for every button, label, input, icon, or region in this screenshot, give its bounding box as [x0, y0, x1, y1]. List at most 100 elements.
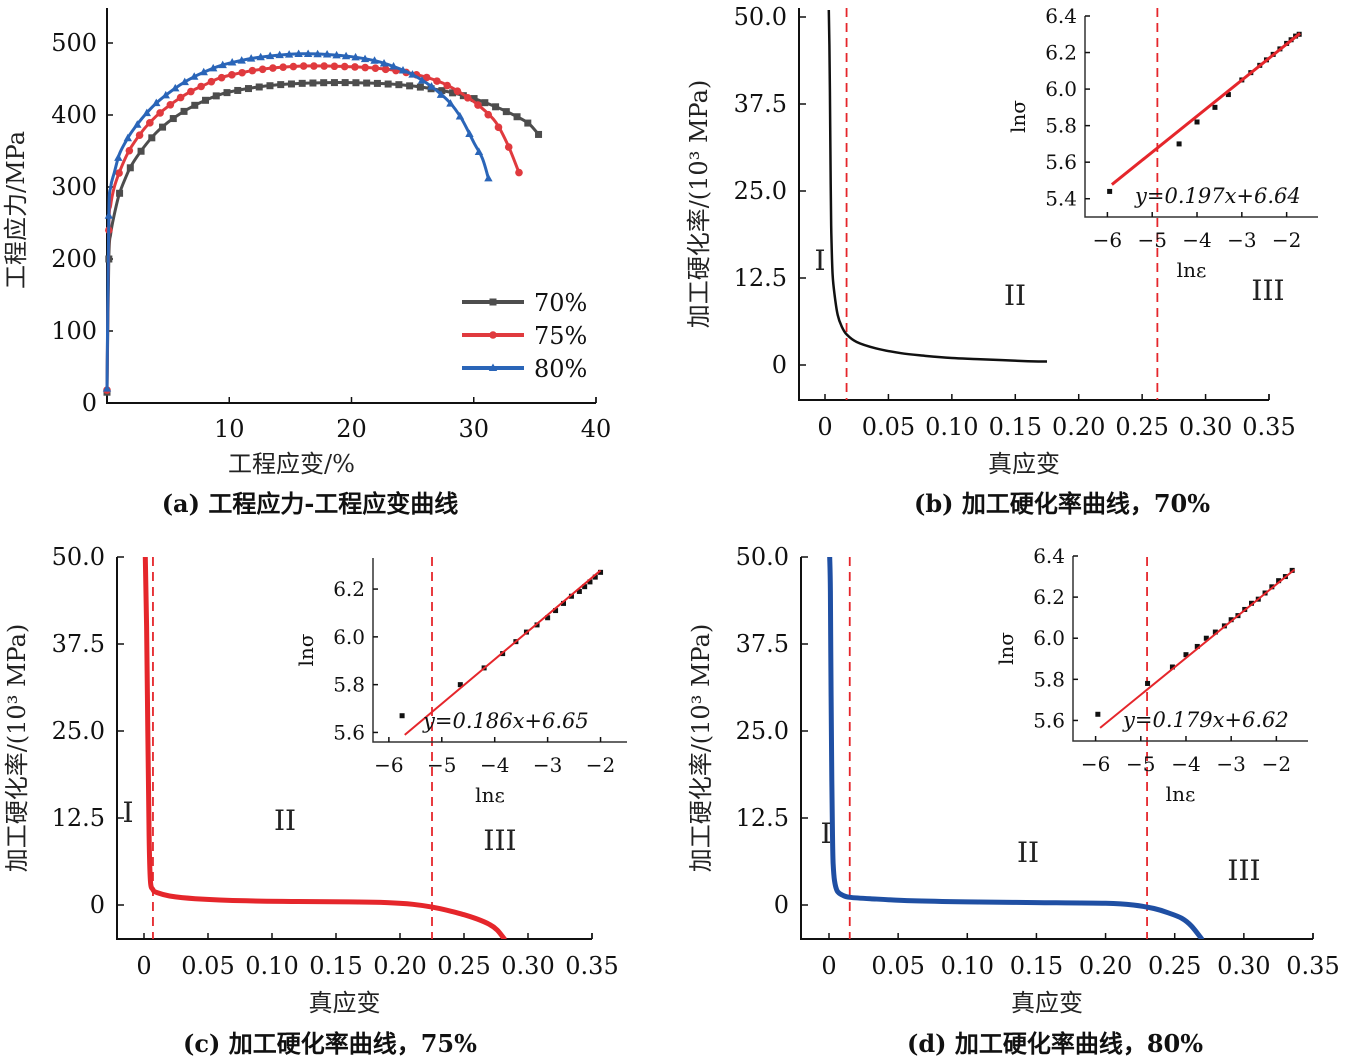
inset-y-axis-title: lnσ — [1006, 100, 1030, 133]
inset-x-tick-label: −6 — [1081, 752, 1110, 776]
y-tick-label-b: 25.0 — [734, 177, 787, 205]
data-point — [330, 62, 339, 71]
data-point — [384, 80, 392, 88]
inset-data-point — [1225, 92, 1231, 98]
data-point — [298, 79, 306, 87]
data-point — [199, 67, 208, 76]
data-point — [159, 123, 167, 131]
x-tick-label-b: 0.30 — [1179, 413, 1232, 441]
data-point — [455, 111, 465, 120]
axis-frame-c — [116, 557, 592, 940]
data-point — [228, 71, 236, 79]
inset-data-point — [592, 574, 598, 580]
data-point — [484, 110, 493, 119]
inset-equation: y=0.186x+6.65 — [422, 709, 589, 733]
x-tick-label-a: 20 — [336, 415, 367, 443]
data-point — [330, 79, 338, 87]
data-point — [449, 89, 457, 97]
data-point — [148, 134, 156, 142]
inset-fit-line — [404, 569, 602, 736]
y-tick-label-c: 25.0 — [52, 717, 105, 745]
data-point — [470, 95, 478, 103]
data-point — [244, 85, 252, 93]
x-tick-label-b: 0.20 — [1052, 413, 1105, 441]
data-point — [406, 82, 414, 90]
caption-c: (c) 加工硬化率曲线，75% — [183, 1029, 477, 1058]
region-label-II: II — [274, 804, 296, 837]
x-tick-label-d: 0.05 — [871, 952, 924, 980]
caption-a: (a) 工程应力-工程应变曲线 — [162, 489, 459, 518]
data-point — [289, 62, 298, 71]
inset-axis-frame — [1084, 16, 1318, 218]
inset-x-tick-label: −4 — [480, 753, 509, 777]
inset-data-point — [1212, 104, 1218, 110]
data-point — [166, 100, 175, 109]
data-point — [102, 384, 112, 392]
inset-data-point — [1203, 635, 1209, 641]
legend-label: 70% — [534, 289, 587, 317]
data-point — [373, 79, 381, 87]
data-point — [371, 64, 380, 72]
axis-frame-d — [800, 557, 1313, 940]
data-point — [115, 169, 123, 177]
data-point — [361, 63, 369, 72]
inset-equation: y=0.179x+6.62 — [1122, 708, 1289, 732]
y-axis-title-d: 加工硬化率/(10³ MPa) — [687, 624, 715, 873]
data-point — [218, 60, 227, 69]
inset-y-tick-label: 6.2 — [333, 577, 365, 601]
inset-y-tick-label: 5.8 — [1045, 114, 1077, 138]
data-point — [427, 82, 436, 90]
inset-fit-line — [1099, 568, 1296, 729]
y-tick-label-d: 37.5 — [736, 630, 789, 658]
inset-y-tick-label: 6.4 — [1045, 4, 1077, 28]
y-axis-title-a: 工程应力/MPa — [2, 131, 30, 289]
data-point — [363, 79, 371, 87]
region-label-I: I — [814, 244, 825, 277]
inset-data-point — [598, 569, 604, 575]
panel-c-hardening-75: 0 12.5 25.0 37.5 50.0 0 0.05 0.10 0.15 0.20 0.25 0.… — [3, 543, 627, 1017]
data-point — [320, 62, 328, 70]
series-line-80 — [105, 52, 490, 389]
data-point — [135, 131, 144, 139]
data-point — [191, 101, 199, 109]
data-point — [238, 68, 246, 77]
x-axis-title-c: 真应变 — [309, 989, 381, 1017]
y-tick-label-a: 0 — [82, 389, 97, 417]
x-tick-label-b: 0.25 — [1115, 413, 1168, 441]
data-point — [176, 93, 185, 102]
inset-x-tick-label: −6 — [374, 753, 403, 777]
data-point — [504, 143, 513, 151]
x-tick-label-a: 30 — [458, 415, 489, 443]
inset-data-point — [576, 588, 582, 594]
region-label-I: I — [820, 817, 831, 850]
data-point — [171, 83, 180, 92]
inset-data-point — [1176, 141, 1182, 147]
y-tick-label-c: 12.5 — [52, 804, 105, 832]
data-point — [417, 76, 427, 84]
inset-data-point — [1194, 119, 1200, 125]
data-point — [513, 113, 521, 121]
inset-data-point — [582, 584, 588, 590]
inset-fit-line — [1110, 32, 1302, 186]
y-tick-label-c: 50.0 — [52, 543, 105, 571]
data-point — [443, 81, 452, 90]
region-label-III: III — [1227, 854, 1260, 887]
inset-data-point — [561, 600, 566, 606]
x-tick-label-a: 40 — [581, 415, 612, 443]
inset-x-tick-label: −4 — [1182, 228, 1211, 252]
panel-d-hardening-80: 0 12.5 25.0 37.5 50.0 0 0.05 0.10 0.15 0.20 0.25 0.… — [687, 543, 1340, 1017]
data-point — [492, 103, 500, 111]
data-point — [197, 82, 205, 91]
inset-data-point — [553, 608, 559, 614]
inset-x-tick-label: −5 — [1137, 228, 1166, 252]
inset-c: 5.6 5.8 6.0 6.2 −6 −5 −4 −3 −2 lnε lnσ y=0.186x+6.6… — [294, 558, 627, 807]
inset-y-tick-label: 6.0 — [1045, 77, 1077, 101]
x-tick-label-b: 0.10 — [925, 413, 978, 441]
data-point — [279, 63, 287, 71]
data-point — [234, 86, 242, 94]
data-point — [246, 54, 256, 62]
data-point — [481, 99, 489, 107]
data-point — [202, 96, 210, 104]
inset-data-point — [1194, 643, 1200, 649]
data-point — [161, 90, 170, 99]
